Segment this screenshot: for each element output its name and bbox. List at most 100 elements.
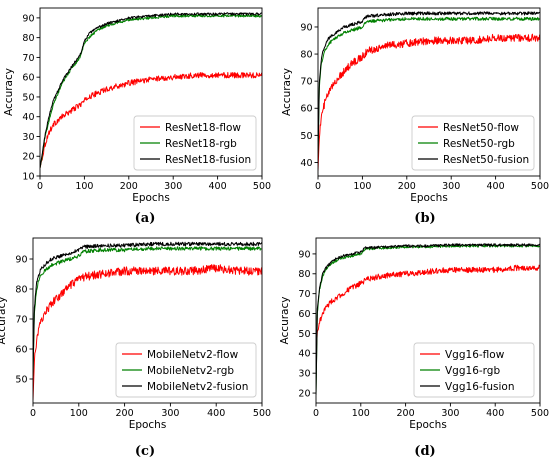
plot-area — [40, 12, 262, 169]
y-tick-label: 30 — [298, 369, 310, 380]
legend-box — [411, 115, 535, 171]
x-tick-label: 100 — [70, 408, 88, 419]
chart-panel-a: 0 100 200 300 400 500 10 20 30 40 50 60 70 80 90 Epochs… — [3, 7, 271, 226]
chart-panel-d: 0 100 200 300 400 500 20 30 40 50 60 70 80 90 Epochs Ac… — [279, 237, 549, 459]
y-tick-label: 40 — [298, 349, 310, 360]
series-line-mobilenetv2-flow — [33, 264, 262, 401]
y-tick-label: 70 — [300, 77, 312, 88]
series-line-vgg16-fusion — [316, 243, 540, 396]
legend-entry: Vgg16-fusion — [445, 381, 514, 393]
y-tick-label: 60 — [22, 73, 34, 84]
y-tick-label: 20 — [298, 388, 310, 399]
y-tick-label: 70 — [298, 289, 310, 300]
plot-area — [33, 241, 262, 401]
x-tick-label: 500 — [253, 408, 271, 419]
series-line-vgg16-flow — [316, 264, 540, 354]
y-tick-label: 50 — [22, 92, 34, 103]
x-tick-label: 200 — [398, 181, 416, 192]
x-tick-label: 0 — [37, 181, 43, 192]
y-tick-label: 50 — [298, 329, 310, 340]
x-tick-label: 400 — [209, 181, 227, 192]
y-tick-label: 80 — [300, 49, 312, 60]
series-line-resnet50-fusion — [318, 11, 540, 158]
legend-entry: ResNet50-rgb — [443, 138, 515, 150]
y-tick-label: 70 — [15, 314, 27, 325]
legend-box — [133, 115, 257, 171]
y-tick-label: 90 — [298, 249, 310, 260]
x-tick-label: 200 — [120, 181, 138, 192]
series-line-resnet18-fusion — [40, 12, 262, 169]
x-tick-label: 0 — [30, 408, 36, 419]
series-line-mobilenetv2-fusion — [33, 241, 262, 374]
legend-entry: ResNet50-flow — [443, 122, 519, 134]
legend: Vgg16-flow Vgg16-rgb Vgg16-fusion — [413, 342, 535, 398]
y-tick-label: 80 — [22, 33, 34, 44]
x-tick-label: 0 — [315, 181, 321, 192]
y-tick-label: 40 — [300, 158, 312, 169]
panel-caption: (c) — [135, 444, 155, 459]
chart-panel-c: 0 100 200 300 400 500 50 60 70 80 90 Epochs Accuracy… — [0, 237, 271, 459]
axes-frame — [317, 7, 541, 177]
x-axis-label: Epochs — [132, 192, 170, 204]
legend-entry: ResNet50-fusion — [443, 154, 529, 166]
y-axis-label: Accuracy — [0, 297, 8, 345]
x-tick-label: 500 — [531, 181, 549, 192]
x-tick-label: 300 — [161, 408, 179, 419]
legend-entry: MobileNetv2-flow — [147, 349, 239, 361]
x-tick-label: 400 — [487, 181, 505, 192]
y-tick-label: 50 — [300, 131, 312, 142]
y-tick-label: 60 — [298, 309, 310, 320]
panel-caption: (a) — [135, 211, 156, 226]
axes-frame — [315, 237, 541, 404]
y-tick-label: 90 — [15, 254, 27, 265]
panel-caption: (d) — [414, 444, 435, 459]
x-axis-label: Epochs — [410, 192, 448, 204]
x-axis-label: Epochs — [409, 419, 447, 431]
legend-entry: ResNet18-rgb — [165, 138, 237, 150]
axes-frame — [39, 7, 263, 177]
x-tick-label: 500 — [531, 408, 549, 419]
x-tick-label: 300 — [441, 408, 459, 419]
axes-frame — [32, 237, 263, 404]
legend-entry: ResNet18-fusion — [165, 154, 251, 166]
series-line-mobilenetv2-rgb — [33, 246, 262, 377]
x-tick-label: 100 — [353, 181, 371, 192]
y-tick-label: 60 — [300, 104, 312, 115]
y-tick-label: 30 — [22, 132, 34, 143]
x-tick-label: 400 — [207, 408, 225, 419]
y-tick-label: 70 — [22, 53, 34, 64]
x-tick-label: 300 — [442, 181, 460, 192]
legend-entry: MobileNetv2-fusion — [147, 381, 248, 393]
series-line-resnet18-flow — [40, 71, 262, 169]
y-axis-label: Accuracy — [3, 68, 15, 116]
x-tick-label: 100 — [352, 408, 370, 419]
y-tick-label: 40 — [22, 112, 34, 123]
y-tick-label: 20 — [22, 152, 34, 163]
legend: ResNet50-flow ResNet50-rgb ResNet50-fusion — [411, 115, 535, 171]
x-tick-label: 200 — [397, 408, 415, 419]
x-tick-label: 0 — [313, 408, 319, 419]
x-tick-label: 400 — [486, 408, 504, 419]
x-tick-label: 300 — [164, 181, 182, 192]
legend-entry: Vgg16-rgb — [445, 365, 500, 377]
y-tick-label: 80 — [15, 284, 27, 295]
legend-box — [115, 342, 257, 398]
panel-caption: (b) — [414, 211, 435, 226]
x-tick-label: 100 — [75, 181, 93, 192]
y-tick-label: 80 — [298, 269, 310, 280]
legend-entry: ResNet18-flow — [165, 122, 241, 134]
y-tick-label: 90 — [300, 22, 312, 33]
y-tick-label: 10 — [22, 171, 34, 182]
legend-box — [413, 342, 535, 398]
y-axis-label: Accuracy — [279, 297, 291, 345]
legend-entry: Vgg16-flow — [445, 349, 505, 361]
legend: MobileNetv2-flow MobileNetv2-rgb MobileNet… — [115, 342, 257, 398]
chart-panel-b: 0 100 200 300 400 500 40 50 60 70 80 90 Epochs Accura… — [281, 7, 549, 226]
x-axis-label: Epochs — [129, 419, 167, 431]
x-tick-label: 200 — [116, 408, 134, 419]
y-tick-label: 60 — [15, 344, 27, 355]
series-line-resnet50-flow — [318, 33, 540, 171]
legend-entry: MobileNetv2-rgb — [147, 365, 234, 377]
y-axis-label: Accuracy — [281, 68, 293, 116]
